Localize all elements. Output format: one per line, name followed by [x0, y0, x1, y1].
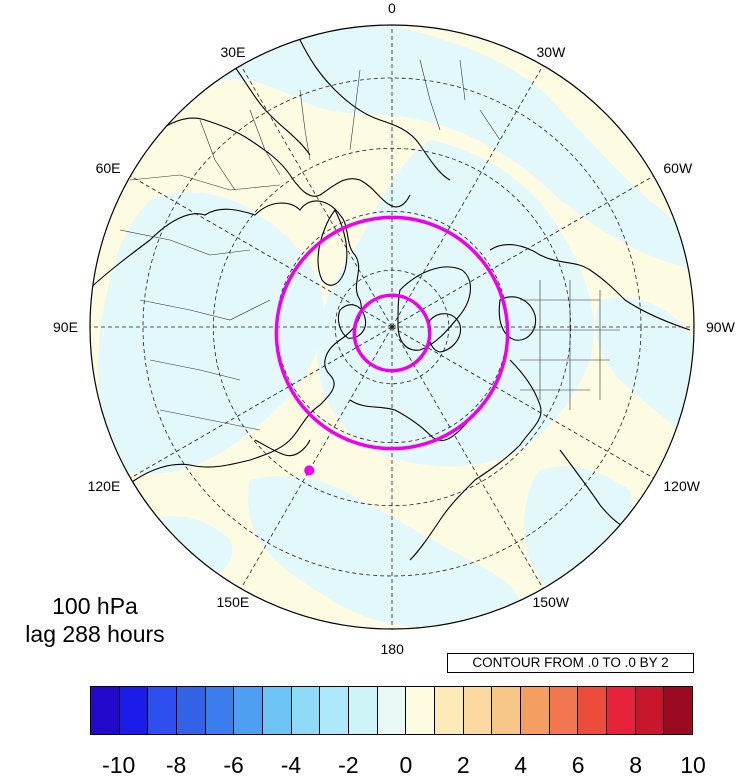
colorbar-cell [290, 687, 320, 734]
europe-coast [159, 117, 411, 208]
longitude-label: 120W [663, 478, 700, 494]
colorbar-cell [577, 687, 607, 734]
meridian-line [391, 326, 654, 479]
contour-info-box: CONTOUR FROM .0 TO .0 BY 2 [447, 653, 694, 673]
hudson-bay [498, 296, 537, 341]
longitude-label: 180 [380, 641, 404, 657]
greenland [397, 266, 471, 351]
meridian-line [391, 65, 544, 328]
meridian-line [240, 326, 393, 589]
colorbar-cell [548, 687, 578, 734]
colorbar-cell [462, 687, 492, 734]
meridian-line [130, 326, 393, 479]
longitude-label: 30E [220, 43, 246, 60]
magenta-overlay [274, 215, 510, 476]
meridian-line [391, 326, 544, 589]
longitude-label: 90E [53, 319, 78, 335]
longitude-label: 0 [388, 0, 396, 16]
colorbar-tick-label: -6 [223, 752, 244, 778]
longitude-label: 60W [663, 160, 693, 176]
colorbar-cell [262, 687, 291, 734]
anomaly-shading [95, 25, 694, 629]
colorbar-cell [520, 687, 549, 734]
colorbar-cell [204, 687, 234, 734]
colorbar-cell [118, 687, 148, 734]
colorbar-cell [434, 687, 463, 734]
meridian-line [391, 175, 654, 328]
longitude-label: 120E [87, 478, 121, 494]
arabia-coast [229, 59, 311, 156]
meridian-line [130, 175, 393, 328]
colorbar-cell [176, 687, 205, 734]
colorbar-cell [405, 687, 435, 734]
africa-coast [299, 39, 451, 181]
colorbar-cell [634, 687, 664, 734]
meridian-line [240, 65, 393, 328]
colorbar-tick-label: 2 [456, 752, 470, 778]
lag-label: lag 288 hours [25, 621, 165, 647]
longitude-label: 30W [536, 43, 566, 60]
colorbar-tick-label: 10 [680, 752, 706, 778]
colorbar-cell [376, 687, 406, 734]
colorbar-cell [319, 687, 349, 734]
colorbar-cell [663, 687, 693, 734]
magenta-marker [304, 465, 315, 476]
colorbar-tick-label: -10 [102, 752, 136, 778]
colorbar [90, 686, 693, 735]
longitude-label: 90W [706, 319, 735, 335]
colorbar-tick-label: -8 [165, 752, 187, 778]
colorbar-tick-label: 4 [514, 752, 528, 778]
colorbar-cell [491, 687, 521, 734]
colorbar-cell [348, 687, 377, 734]
longitude-label: 150E [216, 594, 250, 611]
colorbar-cell [147, 687, 177, 734]
scandinavia [317, 208, 348, 286]
colorbar-tick-label: 0 [399, 752, 413, 778]
colorbar-cell [606, 687, 635, 734]
longitude-label: 60E [95, 160, 121, 176]
colorbar-tick-label: 6 [571, 752, 585, 778]
pressure-level-label: 100 hPa [52, 593, 138, 619]
magenta-latitude-circle [352, 293, 432, 373]
longitude-label: 150W [532, 594, 570, 611]
colorbar-tick-label: -2 [338, 752, 359, 778]
colorbar-tick-label: 8 [629, 752, 642, 778]
colorbar-cell [91, 687, 119, 734]
country-borders [119, 59, 620, 431]
magenta-latitude-circle [274, 215, 510, 451]
north-america-coast [409, 244, 691, 561]
map-boundary [89, 24, 695, 630]
colorbar-tick-label: -4 [280, 752, 302, 778]
colorbar-cell [233, 687, 263, 734]
japan-coast [254, 439, 311, 457]
